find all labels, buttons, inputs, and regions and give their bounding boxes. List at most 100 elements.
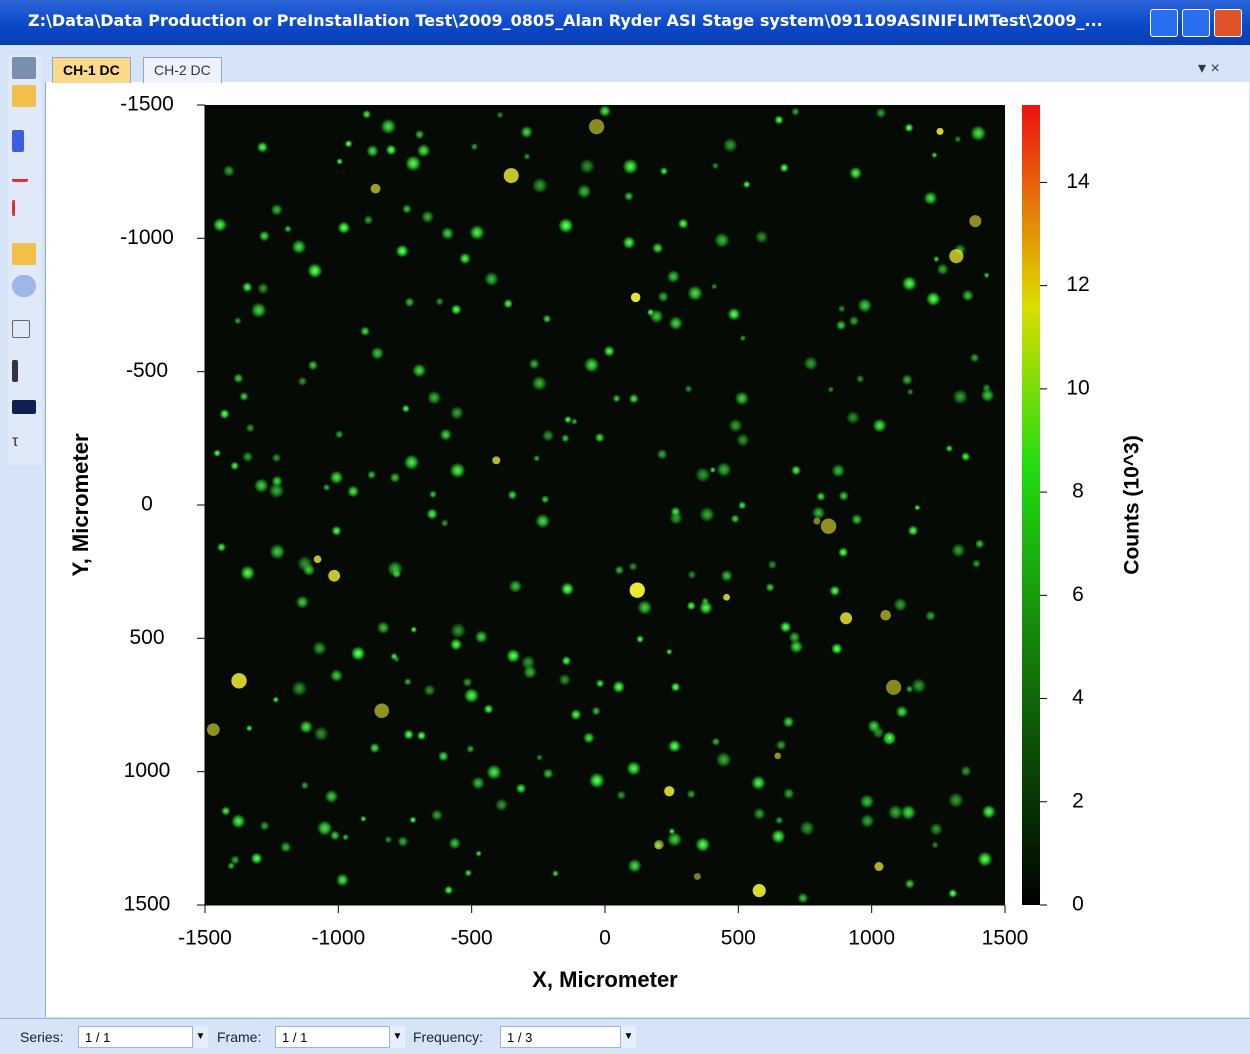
image-spot bbox=[874, 862, 884, 872]
image-spot bbox=[414, 129, 425, 140]
tool-button[interactable] bbox=[12, 200, 29, 216]
image-spot bbox=[402, 204, 412, 214]
tab[interactable]: CH-2 DC bbox=[143, 57, 222, 83]
tool-button[interactable] bbox=[12, 243, 36, 265]
image-spot bbox=[449, 462, 466, 479]
tool-button[interactable] bbox=[12, 320, 30, 338]
tool-button[interactable] bbox=[12, 57, 36, 79]
image-spot bbox=[464, 869, 472, 877]
image-spot bbox=[951, 543, 966, 558]
tool-button[interactable]: τ bbox=[12, 433, 19, 450]
image-spot bbox=[695, 467, 711, 483]
image-spot bbox=[851, 513, 863, 526]
dropdown-arrow[interactable]: ▼ bbox=[192, 1026, 208, 1048]
image-spot bbox=[469, 224, 485, 241]
image-spot bbox=[560, 582, 575, 596]
image-spot bbox=[579, 158, 595, 174]
tool-button[interactable] bbox=[12, 165, 28, 182]
image-spot bbox=[588, 119, 605, 135]
image-spot bbox=[257, 282, 269, 295]
image-spot bbox=[403, 729, 414, 740]
image-spot bbox=[971, 559, 981, 569]
image-spot bbox=[242, 451, 254, 463]
image-spot bbox=[397, 836, 409, 848]
minimize-button[interactable] bbox=[1150, 9, 1178, 37]
close-button[interactable] bbox=[1214, 9, 1242, 37]
colorbar bbox=[1022, 105, 1040, 905]
image-spot bbox=[981, 804, 996, 819]
image-spot bbox=[508, 579, 523, 594]
tab[interactable]: CH-1 DC bbox=[52, 57, 131, 83]
image-spot bbox=[779, 621, 792, 633]
image-spot bbox=[329, 470, 344, 485]
image-spot bbox=[954, 135, 962, 143]
image-spot bbox=[751, 775, 766, 791]
image-spot bbox=[280, 841, 292, 853]
image-spot bbox=[380, 118, 397, 135]
image-spot bbox=[439, 428, 452, 441]
image-spot bbox=[421, 210, 434, 224]
image-spot bbox=[271, 453, 282, 463]
image-spot bbox=[427, 390, 442, 405]
image-spot bbox=[904, 123, 914, 133]
image-spot bbox=[328, 569, 341, 582]
image-spot bbox=[570, 709, 582, 721]
image-spot bbox=[403, 454, 420, 471]
image-spot bbox=[626, 761, 642, 776]
colorbar-tick-label: 2 bbox=[1072, 789, 1084, 812]
image-spot bbox=[270, 203, 283, 216]
image-spot bbox=[531, 375, 547, 391]
image-spot bbox=[603, 345, 615, 357]
tool-button[interactable] bbox=[12, 360, 18, 382]
image-spot bbox=[933, 255, 940, 263]
image-spot bbox=[783, 787, 795, 800]
tab-menu[interactable]: ▾ × bbox=[1198, 60, 1220, 77]
dropdown-arrow[interactable]: ▼ bbox=[389, 1026, 405, 1048]
image-spot bbox=[466, 744, 475, 754]
image-spot bbox=[520, 655, 536, 670]
image-spot bbox=[520, 125, 533, 139]
image-spot bbox=[904, 878, 915, 889]
image-spot bbox=[370, 346, 384, 360]
image-spot bbox=[948, 888, 958, 898]
image-spot bbox=[936, 127, 944, 135]
maximize-button[interactable] bbox=[1182, 9, 1210, 37]
dropdown[interactable]: 1 / 3 bbox=[500, 1026, 636, 1048]
image-spot bbox=[980, 388, 995, 403]
image-spot bbox=[231, 673, 247, 689]
image-spot bbox=[492, 456, 501, 465]
x-tick-label: -1000 bbox=[311, 927, 365, 950]
y-tick-label: 500 bbox=[129, 626, 164, 649]
dropdown[interactable]: 1 / 1 bbox=[275, 1026, 405, 1048]
image-spot bbox=[385, 144, 397, 156]
x-tick-label: -1500 bbox=[178, 927, 232, 950]
dropdown[interactable]: 1 / 1 bbox=[78, 1026, 208, 1048]
image-spot bbox=[656, 448, 668, 460]
image-spot bbox=[738, 501, 747, 510]
image-spot bbox=[506, 648, 521, 663]
y-tick-label: 1500 bbox=[124, 893, 171, 916]
image-spot bbox=[677, 218, 689, 229]
dropdown-arrow[interactable]: ▼ bbox=[620, 1026, 636, 1048]
image-spot bbox=[362, 109, 372, 119]
image-spot bbox=[503, 298, 514, 309]
image-spot bbox=[846, 410, 860, 425]
image-spot bbox=[670, 682, 681, 692]
tool-button[interactable] bbox=[12, 400, 36, 414]
image-spot bbox=[302, 563, 316, 577]
image-spot bbox=[389, 472, 401, 483]
image-spot bbox=[367, 470, 377, 480]
image-spot bbox=[838, 490, 849, 502]
image-spot bbox=[872, 726, 885, 739]
image-spot bbox=[595, 679, 605, 688]
status-bar: Series: 1 / 1 ▼ Frame: 1 / 1 ▼ Frequency… bbox=[0, 1018, 1250, 1054]
tool-button[interactable] bbox=[12, 85, 36, 107]
colorbar-tick-label: 0 bbox=[1072, 893, 1084, 916]
image-spot bbox=[272, 696, 280, 703]
colorbar-tick-label: 12 bbox=[1066, 273, 1089, 296]
colorbar-tick-label: 4 bbox=[1072, 686, 1084, 709]
image-spot bbox=[230, 461, 240, 471]
tool-button[interactable] bbox=[12, 275, 36, 297]
tool-button[interactable] bbox=[12, 130, 24, 152]
